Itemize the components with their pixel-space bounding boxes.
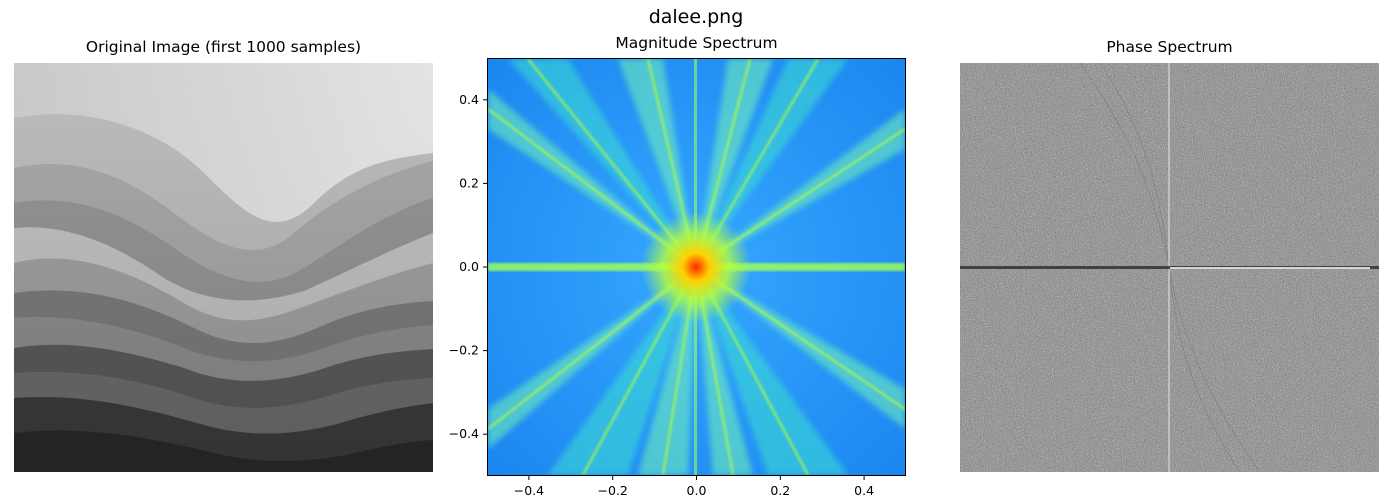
y-tick-label: 0.0 xyxy=(459,259,479,274)
magnitude-spectrum-title: Magnitude Spectrum xyxy=(615,34,778,52)
phase-spectrum-title: Phase Spectrum xyxy=(1106,38,1233,56)
y-tick-label: −0.4 xyxy=(449,426,479,441)
x-tick-label: −0.4 xyxy=(514,483,544,498)
original-image-title: Original Image (first 1000 samples) xyxy=(85,38,362,56)
y-tick-label: 0.4 xyxy=(459,92,479,107)
phase-spectrum-image xyxy=(960,63,1379,472)
x-tick-label: −0.2 xyxy=(598,483,628,498)
x-tick-label: 0.0 xyxy=(687,483,707,498)
y-tick-label: −0.2 xyxy=(449,343,479,358)
figure-title: dalee.png xyxy=(648,6,744,28)
magnitude-spectrum-plot xyxy=(487,58,906,476)
x-tick-label: 0.4 xyxy=(854,483,874,498)
original-image xyxy=(14,63,433,472)
magnitude-spectrum-heatmap xyxy=(488,59,905,475)
phase-spectrum-canvas xyxy=(960,63,1379,472)
x-tick-label: 0.2 xyxy=(770,483,790,498)
original-image-canvas xyxy=(14,63,433,472)
y-tick-label: 0.2 xyxy=(459,175,479,190)
